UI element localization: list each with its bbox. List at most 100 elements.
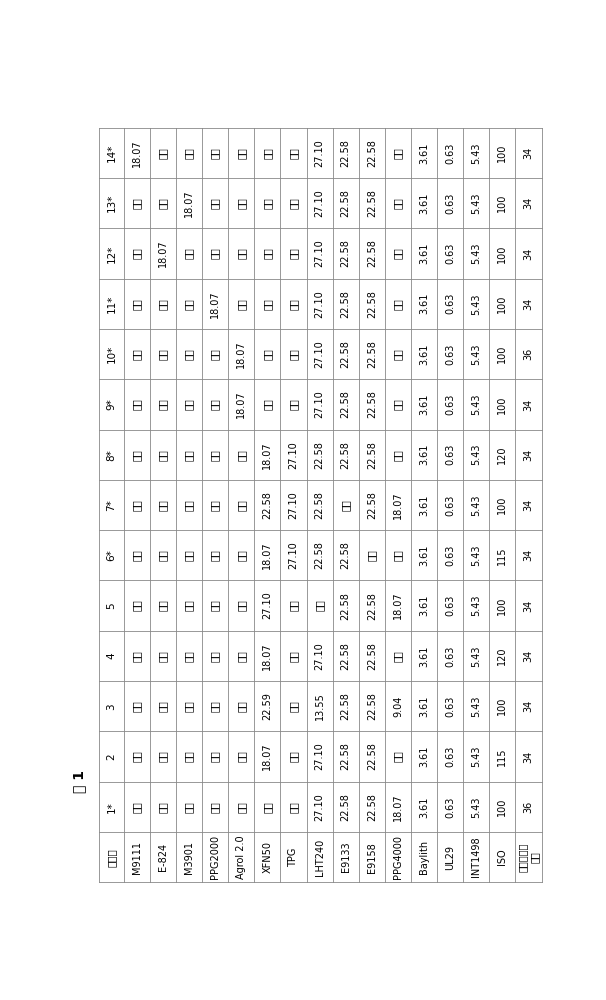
Text: 100: 100 [498,345,507,363]
Text: 22.58: 22.58 [367,491,377,519]
Text: ：：: ：： [132,549,142,561]
Text: INT1498: INT1498 [471,837,481,877]
Text: 22.58: 22.58 [341,793,351,821]
Text: 3.61: 3.61 [419,545,429,566]
Text: ：：: ：： [184,600,194,611]
Text: ：：: ：： [262,298,272,310]
Text: 34: 34 [524,298,533,310]
Text: ：：: ：： [236,600,246,611]
Text: ：：: ：： [132,197,142,209]
Text: 18.07: 18.07 [262,743,272,770]
Text: 0.63: 0.63 [445,796,455,818]
Text: 27.10: 27.10 [288,541,299,569]
Text: 22.58: 22.58 [341,541,351,569]
Text: 3.61: 3.61 [419,494,429,516]
Text: 36: 36 [524,348,533,360]
Text: ：：: ：： [184,751,194,762]
Text: PPG2000: PPG2000 [210,835,220,879]
Text: 表 1: 表 1 [73,770,87,793]
Text: 18.07: 18.07 [262,642,272,670]
Text: 表面能（达
因）: 表面能（达 因） [518,842,539,872]
Text: 5.43: 5.43 [471,494,481,516]
Text: ：：: ：： [393,147,403,159]
Text: 6*: 6* [107,549,116,561]
Text: 3.61: 3.61 [419,293,429,314]
Text: 5.43: 5.43 [471,595,481,616]
Text: ：：: ：： [210,751,220,762]
Text: Baylith: Baylith [419,840,429,874]
Text: 27.10: 27.10 [315,290,325,318]
Text: ：：: ：： [236,499,246,511]
Text: ：：: ：： [158,348,168,360]
Text: 18.07: 18.07 [262,541,272,569]
Text: 12*: 12* [107,244,116,263]
Text: 22.58: 22.58 [367,390,377,418]
Text: 5.43: 5.43 [471,394,481,415]
Text: 34: 34 [524,700,533,712]
Text: ：：: ：： [288,700,299,712]
Text: ：：: ：： [393,399,403,410]
Text: 22.59: 22.59 [262,692,272,720]
Text: 115: 115 [498,546,507,565]
Text: 3.61: 3.61 [419,243,429,264]
Text: 5.43: 5.43 [471,343,481,365]
Text: 27.10: 27.10 [315,189,325,217]
Text: 0.63: 0.63 [445,595,455,616]
Text: UL29: UL29 [445,845,455,870]
Text: 22.58: 22.58 [341,189,351,217]
Text: ：：: ：： [184,147,194,159]
Text: 2: 2 [107,753,116,760]
Text: ：：: ：： [262,147,272,159]
Text: 3.61: 3.61 [419,343,429,365]
Text: ：：: ：： [184,650,194,662]
Text: 22.58: 22.58 [367,240,377,267]
Text: 10*: 10* [107,345,116,363]
Text: 100: 100 [498,697,507,715]
Text: ：：: ：： [341,499,351,511]
Text: PPG4000: PPG4000 [393,835,403,879]
Text: 120: 120 [498,445,507,464]
Text: ：：: ：： [262,399,272,410]
Text: 27.10: 27.10 [315,340,325,368]
Text: ：：: ：： [288,298,299,310]
Text: ：：: ：： [262,801,272,813]
Text: 14*: 14* [107,144,116,162]
Text: ：：: ：： [393,449,403,461]
Text: 27.10: 27.10 [315,793,325,821]
Text: 18.07: 18.07 [184,189,194,217]
Text: ：：: ：： [236,248,246,259]
Text: 3.61: 3.61 [419,192,429,214]
Text: 3.61: 3.61 [419,142,429,164]
Text: ：：: ：： [288,801,299,813]
Text: 5.43: 5.43 [471,444,481,465]
Text: 22.58: 22.58 [367,743,377,770]
Text: 0.63: 0.63 [445,444,455,465]
Text: 22.58: 22.58 [341,139,351,167]
Text: E-824: E-824 [158,843,168,871]
Text: ：：: ：： [132,348,142,360]
Text: 100: 100 [498,496,507,514]
Text: ：：: ：： [158,801,168,813]
Text: 27.10: 27.10 [262,592,272,619]
Text: 34: 34 [524,750,533,763]
Text: ：：: ：： [393,549,403,561]
Text: 5.43: 5.43 [471,293,481,315]
Text: 27.10: 27.10 [315,391,325,418]
Text: 9.04: 9.04 [393,696,403,717]
Text: 22.58: 22.58 [341,240,351,267]
Text: 22.58: 22.58 [367,290,377,318]
Text: 7*: 7* [107,499,116,511]
Text: 1*: 1* [107,801,116,813]
Text: 3: 3 [107,703,116,710]
Text: 22.58: 22.58 [367,793,377,821]
Text: Agrol 2.0: Agrol 2.0 [236,835,246,879]
Text: 34: 34 [524,247,533,260]
Text: ：：: ：： [210,147,220,159]
Text: ：：: ：： [132,600,142,611]
Text: M9111: M9111 [132,841,142,874]
Text: 22.58: 22.58 [341,743,351,770]
Text: 5.43: 5.43 [471,695,481,717]
Text: ：：: ：： [262,197,272,209]
Text: ：：: ：： [393,248,403,259]
Text: ：：: ：： [288,147,299,159]
